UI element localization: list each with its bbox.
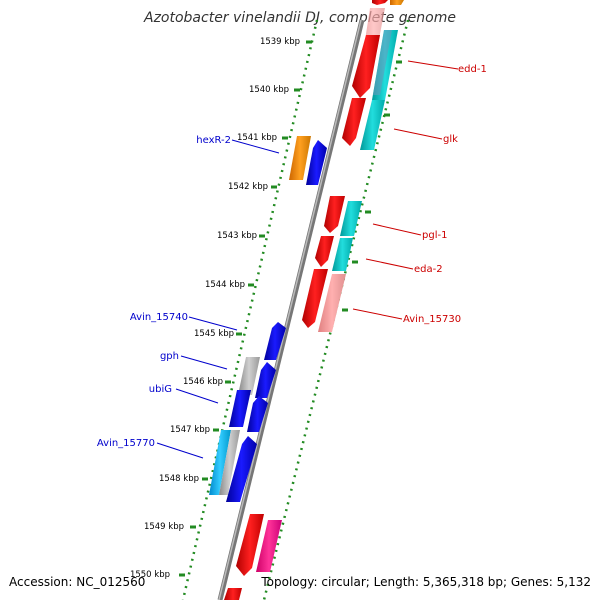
tick-label: 1549 kbp [144,522,184,532]
accession-text: Accession: NC_012560 [9,575,146,589]
label-line-edd-1 [407,60,459,70]
gene-label-avin-15770: Avin_15770 [97,438,155,449]
gene-blue [255,362,276,398]
tick-label: 1547 kbp [170,425,210,435]
gene-cyan [340,201,362,236]
tick-label: 1543 kbp [217,231,257,241]
gene-label-pgl-1: pgl-1 [422,230,447,241]
gene-red [372,0,388,5]
label-line-ubig [175,388,219,404]
gene-red [302,269,328,328]
tick-label: 1545 kbp [194,329,234,339]
label-line-hexr-2 [231,139,280,154]
gene-red [236,514,264,576]
tick-label: 1548 kbp [159,474,199,484]
gene-magenta [256,520,282,572]
gene-blue [229,390,251,427]
reverse-strand-genes [209,136,327,600]
gene-label-eda-2: eda-2 [414,264,443,275]
label-line-avin-15740 [188,316,238,331]
topology-text: Topology: circular; Length: 5,365,318 bp… [261,575,591,589]
tick-label: 1542 kbp [228,182,268,192]
tick-label: 1550 kbp [130,570,170,580]
gene-red [315,236,334,267]
tick-marks [179,40,402,577]
outer-left-dotted-line [181,19,319,600]
gene-red [324,196,345,233]
gene-pink [318,274,346,332]
gene-cyan [360,100,385,150]
gene-red [352,35,380,98]
gene-label-avin-15740: Avin_15740 [130,312,188,323]
gene-blue [247,396,268,432]
label-line-avin-15730 [352,308,403,320]
tick-label: 1541 kbp [237,133,277,143]
gene-label-gph: gph [160,351,179,362]
label-line-gph [180,355,228,370]
gene-red [342,98,366,146]
label-line-avin-15770 [156,442,204,459]
gene-blue [306,140,327,185]
gene-orange [289,136,311,180]
gene-gray [238,357,260,395]
tick-label: 1540 kbp [249,85,289,95]
genome-backbone [217,19,365,600]
tick-label: 1544 kbp [205,280,245,290]
genome-backbone-highlight [218,19,362,600]
gene-label-ubig: ubiG [149,384,172,395]
gene-light-blue [209,430,231,495]
gene-label-glk: glk [443,134,458,145]
tick-label: 1539 kbp [260,37,300,47]
gene-blue-gray [373,30,392,95]
gene-cyan [332,238,353,271]
tick-label: 1546 kbp [183,377,223,387]
gene-red [224,588,242,600]
outer-right-dotted-line [262,19,410,600]
forward-strand-genes [302,0,404,332]
gene-label-hexr-2: hexR-2 [196,135,231,146]
gene-label-avin-15730: Avin_15730 [403,314,461,325]
label-line-pgl-1 [372,223,422,236]
gene-blue [264,322,286,360]
label-line-eda-2 [365,258,414,270]
gene-orange [390,0,404,5]
gene-label-edd-1: edd-1 [458,64,487,75]
label-line-glk [393,128,443,140]
gene-blue [226,436,257,502]
gene-gray [219,430,240,495]
